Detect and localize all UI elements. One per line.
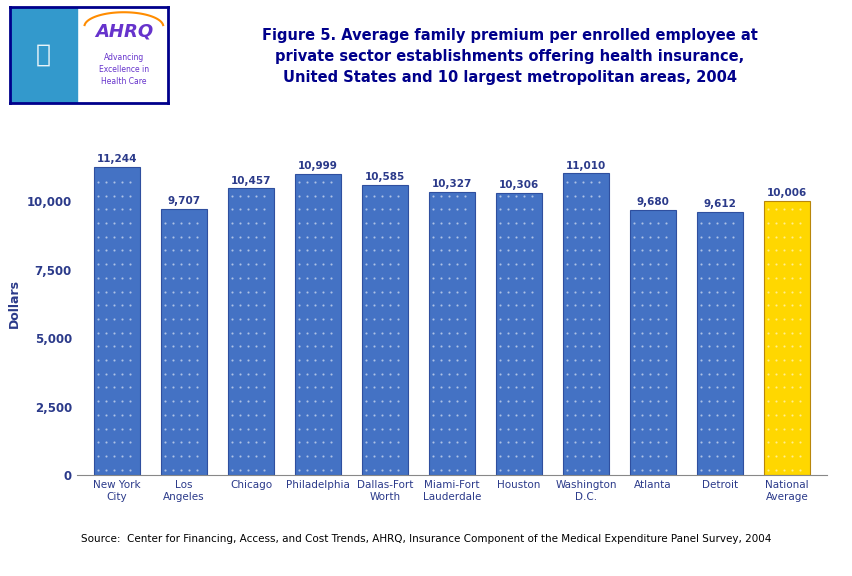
Text: 🦅: 🦅	[36, 43, 51, 67]
Y-axis label: Dollars: Dollars	[8, 279, 21, 328]
Text: 10,457: 10,457	[231, 176, 271, 185]
Text: AHRQ: AHRQ	[95, 22, 153, 40]
Bar	[10, 7, 77, 103]
Text: 10,585: 10,585	[365, 172, 405, 182]
Text: 10,306: 10,306	[498, 180, 538, 190]
Bar	[697, 211, 742, 475]
Text: Source:  Center for Financing, Access, and Cost Trends, AHRQ, Insurance Componen: Source: Center for Financing, Access, an…	[81, 533, 771, 544]
Bar	[496, 192, 541, 475]
Bar	[630, 210, 675, 475]
Text: 11,244: 11,244	[96, 154, 137, 164]
Text: 9,707: 9,707	[167, 196, 200, 206]
Text: 11,010: 11,010	[566, 161, 606, 170]
Text: Figure 5. Average family premium per enrolled employee at
private sector establi: Figure 5. Average family premium per enr…	[262, 28, 757, 85]
Bar	[562, 173, 608, 475]
Text: 10,006: 10,006	[766, 188, 806, 198]
Bar	[295, 173, 341, 475]
Text: Advancing
Excellence in
Health Care: Advancing Excellence in Health Care	[99, 53, 149, 86]
Bar	[362, 185, 407, 475]
Bar	[161, 209, 206, 475]
Text: 9,612: 9,612	[703, 199, 736, 209]
Bar	[429, 192, 475, 475]
Bar	[94, 167, 140, 475]
Text: 10,999: 10,999	[297, 161, 337, 171]
Bar	[228, 188, 273, 475]
Bar	[763, 201, 809, 475]
Text: 10,327: 10,327	[431, 179, 472, 190]
Text: 9,680: 9,680	[636, 197, 669, 207]
